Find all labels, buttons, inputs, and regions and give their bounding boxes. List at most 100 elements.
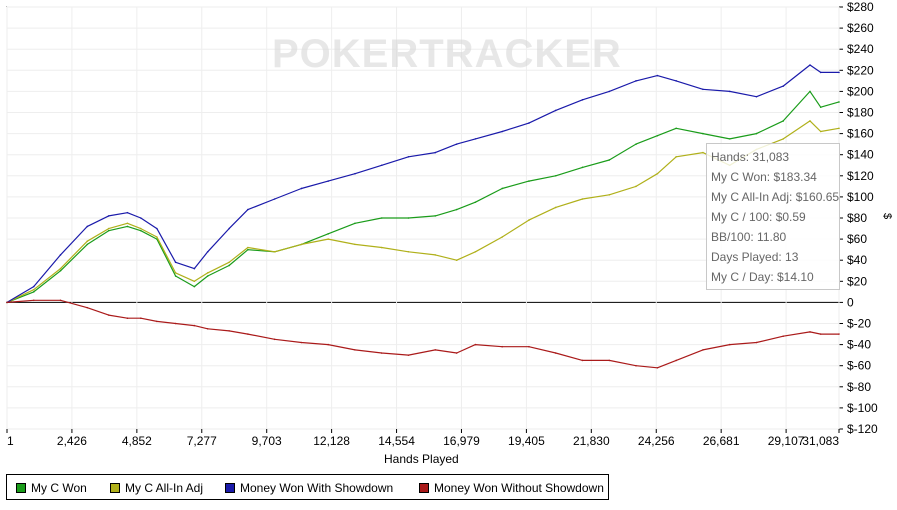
data-point bbox=[380, 246, 383, 249]
data-point bbox=[380, 352, 383, 354]
legend-item-money-won-with-showdown[interactable]: Money Won With Showdown bbox=[225, 481, 393, 495]
data-point bbox=[838, 127, 840, 130]
data-point bbox=[193, 280, 196, 283]
data-point bbox=[6, 301, 8, 304]
data-point bbox=[675, 127, 677, 130]
data-point bbox=[193, 267, 196, 270]
data-point bbox=[702, 132, 704, 135]
data-point bbox=[528, 122, 530, 124]
data-point bbox=[838, 71, 840, 74]
data-point bbox=[528, 180, 530, 182]
y-tick-label: $280 bbox=[847, 0, 874, 14]
data-point bbox=[809, 64, 811, 66]
data-point bbox=[174, 272, 177, 274]
legend-item-my-c-won[interactable]: My C Won bbox=[16, 481, 87, 495]
y-tick-label: $-40 bbox=[847, 338, 871, 352]
data-point bbox=[140, 217, 142, 219]
data-point bbox=[782, 120, 785, 122]
data-point bbox=[156, 320, 158, 323]
data-point bbox=[581, 359, 584, 362]
legend-label: My C Won bbox=[31, 481, 87, 495]
data-point bbox=[809, 120, 811, 122]
data-point bbox=[474, 201, 477, 203]
y-tick-label: $-80 bbox=[847, 380, 871, 394]
data-point bbox=[675, 156, 677, 158]
data-point bbox=[380, 164, 383, 167]
data-point bbox=[635, 364, 637, 367]
data-point bbox=[581, 198, 584, 200]
x-tick-label: 2,426 bbox=[57, 434, 87, 448]
data-point bbox=[656, 74, 659, 77]
y-tick-label: $200 bbox=[847, 84, 874, 98]
legend-item-my-c-all-in-adj[interactable]: My C All-In Adj bbox=[110, 481, 203, 495]
y-tick-label: $220 bbox=[847, 63, 874, 77]
legend-item-money-won-without-showdown[interactable]: Money Won Without Showdown bbox=[419, 481, 604, 495]
data-point bbox=[247, 248, 249, 251]
data-point bbox=[782, 335, 785, 337]
data-point bbox=[156, 236, 158, 238]
x-tick-label: 24,256 bbox=[638, 434, 675, 448]
data-point bbox=[635, 143, 637, 145]
pokertracker-watermark: POKERTRACKER bbox=[272, 32, 622, 76]
y-tick-label: $-20 bbox=[847, 317, 871, 331]
data-point bbox=[407, 156, 410, 158]
data-point bbox=[407, 354, 410, 356]
data-point bbox=[455, 143, 458, 145]
data-point bbox=[501, 345, 503, 348]
legend-swatch-my-c-all-in-adj bbox=[110, 483, 120, 493]
data-point bbox=[327, 343, 329, 346]
data-point bbox=[702, 349, 704, 351]
data-point bbox=[228, 330, 230, 332]
data-point bbox=[434, 215, 437, 217]
data-point bbox=[32, 285, 35, 288]
data-point bbox=[59, 299, 62, 302]
data-point bbox=[354, 222, 356, 225]
data-point bbox=[608, 359, 611, 362]
data-point bbox=[728, 90, 731, 93]
x-tick-label: 26,681 bbox=[703, 434, 740, 448]
data-point bbox=[702, 88, 704, 91]
data-point bbox=[140, 229, 142, 232]
data-point bbox=[126, 211, 129, 214]
legend-label: My C All-In Adj bbox=[125, 481, 204, 495]
data-point bbox=[819, 130, 822, 133]
data-point bbox=[174, 261, 177, 264]
data-point bbox=[702, 151, 704, 154]
data-point bbox=[300, 341, 303, 344]
data-point bbox=[140, 317, 142, 320]
data-point bbox=[140, 227, 142, 230]
data-point bbox=[782, 138, 785, 140]
data-point bbox=[193, 285, 196, 288]
y-tick-label: $60 bbox=[847, 232, 867, 246]
data-point bbox=[193, 324, 196, 327]
chart-legend: My C Won My C All-In Adj Money Won With … bbox=[6, 474, 609, 500]
data-point bbox=[59, 254, 62, 256]
tooltip-my-c-per-day: My C / Day: $14.10 bbox=[711, 270, 814, 284]
data-point bbox=[608, 90, 611, 93]
data-point bbox=[819, 333, 822, 335]
data-point bbox=[635, 80, 637, 82]
data-point bbox=[107, 227, 110, 230]
x-tick-label: 9,703 bbox=[252, 434, 282, 448]
data-point bbox=[675, 80, 677, 82]
data-point bbox=[838, 333, 840, 335]
data-point bbox=[434, 349, 437, 351]
data-point bbox=[608, 193, 611, 196]
data-point bbox=[755, 341, 758, 344]
legend-label: Money Won With Showdown bbox=[240, 481, 394, 495]
data-point bbox=[656, 172, 659, 175]
data-point bbox=[107, 229, 110, 232]
data-point bbox=[455, 259, 458, 262]
data-point bbox=[300, 243, 303, 246]
data-point bbox=[554, 109, 557, 112]
data-point bbox=[300, 187, 303, 190]
data-point bbox=[273, 198, 276, 200]
data-point bbox=[59, 269, 62, 272]
data-point bbox=[228, 264, 230, 267]
data-point bbox=[126, 222, 129, 225]
data-point bbox=[126, 225, 129, 228]
data-point bbox=[501, 187, 503, 190]
data-point bbox=[206, 275, 209, 277]
data-point bbox=[675, 359, 677, 362]
data-point bbox=[434, 151, 437, 154]
